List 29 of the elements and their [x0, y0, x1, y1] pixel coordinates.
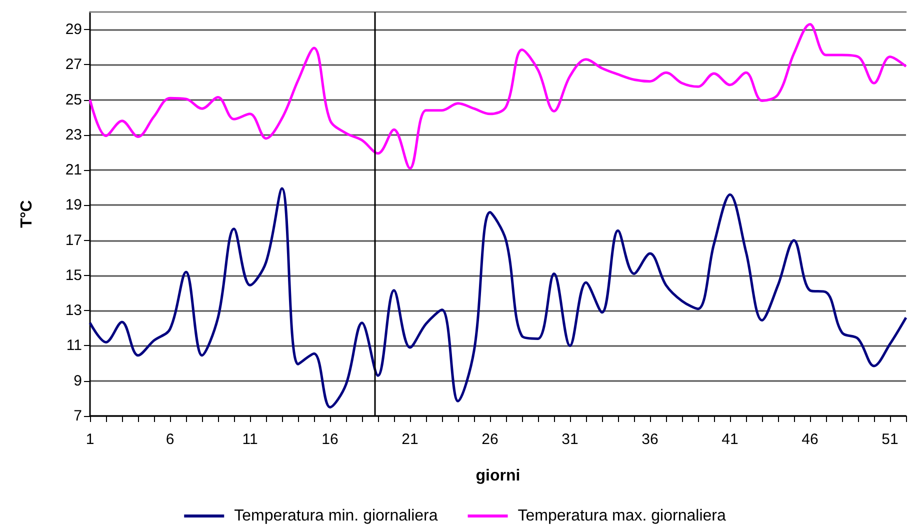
y-tick-label: 11 [66, 337, 82, 354]
x-tick-label: 26 [482, 431, 498, 448]
legend-label: Temperatura min. giornaliera [234, 508, 438, 524]
y-tick-label: 23 [65, 126, 82, 144]
y-tick-label: 9 [74, 372, 82, 390]
y-tick-label: 7 [74, 408, 82, 424]
x-tick-label: 11 [242, 431, 258, 448]
line-series [88, 187, 908, 408]
x-tick-label: 21 [402, 431, 418, 448]
x-tick-label: 16 [322, 431, 338, 448]
y-axis-title: T°C [18, 200, 36, 228]
x-tick-label: 36 [642, 431, 658, 448]
line-series [88, 23, 908, 170]
y-tick-label: 13 [65, 302, 82, 320]
x-axis-title: giorni [476, 468, 520, 484]
x-tick-label: 1 [86, 431, 94, 448]
legend-label: Temperatura max. giornaliera [518, 508, 726, 524]
y-tick-label: 27 [65, 56, 82, 74]
y-tick-label: 21 [65, 162, 82, 179]
y-tick-label: 15 [65, 266, 82, 284]
x-tick-label: 6 [166, 431, 174, 448]
x-tick-label: 41 [722, 431, 738, 448]
y-tick-label: 17 [65, 232, 82, 249]
y-tick-label: 19 [65, 196, 82, 214]
x-tick-label: 46 [802, 431, 818, 448]
y-tick-label: 29 [65, 21, 82, 38]
y-tick-label: 25 [65, 91, 82, 108]
x-tick-label: 51 [882, 431, 898, 448]
x-tick-label: 31 [562, 431, 578, 448]
